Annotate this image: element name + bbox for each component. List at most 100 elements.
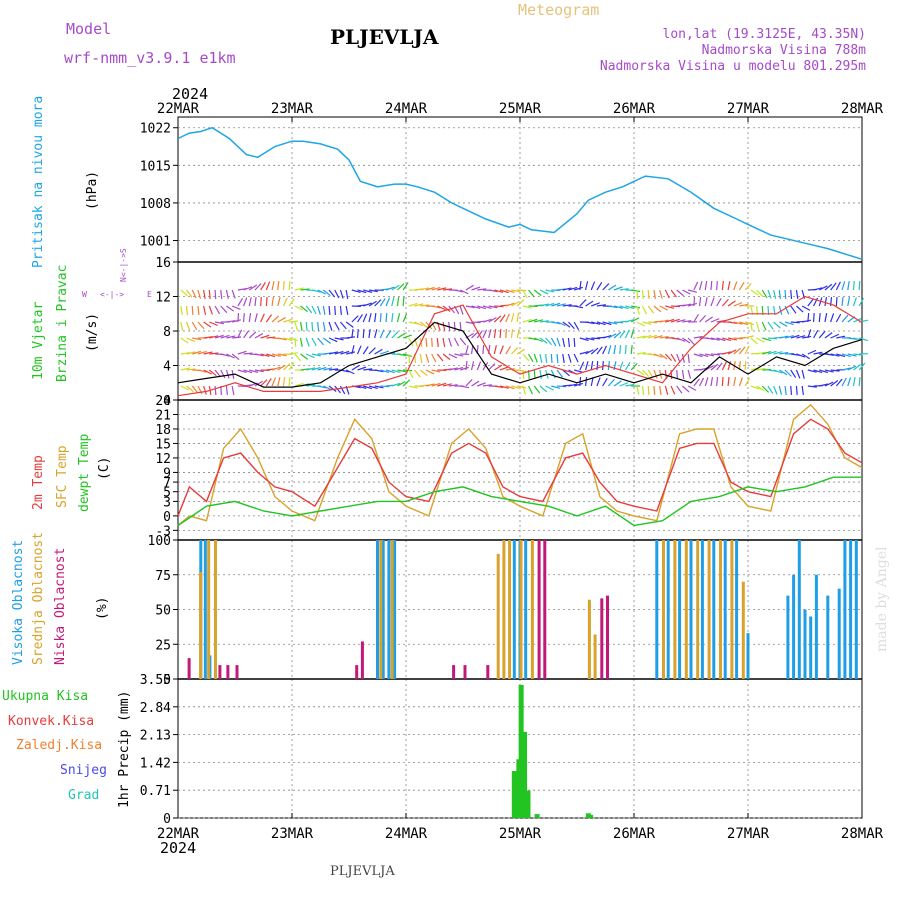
wind-arrow — [436, 353, 444, 362]
y-tick-label: 3.55 — [140, 673, 171, 688]
gust-line — [177, 295, 863, 397]
wind-arrow — [721, 376, 724, 387]
wind-arrow — [442, 383, 452, 387]
wind-arrow — [659, 319, 669, 323]
wind-arrow — [471, 286, 481, 291]
wind-arrow — [494, 364, 503, 371]
cloud-low-bar — [355, 665, 359, 679]
wind-arrow — [693, 353, 703, 358]
wind-arrow — [733, 302, 743, 307]
cloud-mid-bar — [741, 581, 745, 679]
wind-arrow — [328, 289, 336, 298]
wind-arrow — [237, 312, 240, 323]
wind-arrow — [431, 305, 441, 309]
cloud-mid-bar — [662, 540, 665, 679]
wind-arrow — [317, 366, 327, 371]
wind-arrow — [727, 321, 738, 324]
cloud-low-bar — [606, 595, 609, 679]
wind-arrow — [363, 302, 372, 307]
wind-arrow — [631, 305, 641, 309]
cloud-mid-bar — [593, 634, 597, 679]
wind-arrow — [465, 284, 474, 291]
wind-arrow — [557, 385, 567, 388]
wind-arrow — [516, 299, 525, 307]
wind-arrow — [676, 353, 681, 363]
wind-arrow — [665, 305, 675, 309]
cloud-high-bar — [735, 540, 739, 679]
wind-arrow — [232, 336, 242, 339]
wind-arrow — [476, 330, 483, 339]
wind-arrow — [408, 337, 414, 347]
wind-arrow — [477, 288, 487, 291]
wind-arrow — [533, 289, 542, 297]
wind-arrow — [214, 289, 217, 300]
wind-arrow — [511, 347, 519, 355]
wind-arrow — [397, 332, 406, 339]
wind-arrow — [624, 344, 627, 355]
wind-arrow — [744, 360, 747, 371]
cloud-low-bar — [226, 665, 230, 679]
wind-arrow — [818, 330, 826, 339]
wind-arrow — [323, 367, 333, 371]
wind-arrow — [596, 321, 606, 326]
y-tick-label: -3 — [155, 524, 171, 539]
wind-arrow — [385, 312, 388, 323]
wind-arrow — [322, 321, 326, 331]
x-tick-label-top: 26MAR — [613, 101, 656, 117]
wind-arrow — [755, 321, 760, 331]
y-tick-label: 18 — [155, 423, 171, 438]
cloud-mid-bar — [673, 540, 677, 679]
wind-arrow — [710, 280, 713, 291]
wind-arrow — [402, 353, 412, 357]
wind-arrow — [254, 380, 263, 387]
cloud-high-bar — [723, 540, 727, 679]
wind-arrow — [266, 353, 276, 358]
wind-arrow — [624, 361, 631, 371]
wind-arrow — [203, 385, 207, 395]
wind-arrow — [306, 384, 316, 387]
wind-arrow — [858, 362, 866, 371]
wind-arrow — [209, 321, 218, 326]
wind-arrow — [562, 337, 566, 347]
wind-arrow — [271, 297, 274, 307]
wind-arrow — [510, 328, 514, 339]
wind-arrow — [608, 333, 617, 339]
wind-arrow — [841, 281, 846, 291]
wind-arrow — [716, 376, 719, 387]
wind-arrow — [533, 353, 538, 363]
wind-arrow — [488, 316, 497, 323]
wind-arrow — [442, 321, 446, 331]
wind-arrow — [282, 280, 285, 291]
wind-arrow — [185, 305, 188, 316]
wind-arrow — [305, 337, 310, 347]
cloud-high-bar — [814, 574, 818, 679]
wind-arrow — [305, 305, 313, 314]
wind-arrow — [419, 321, 428, 328]
cloud-mid-bar — [530, 540, 534, 679]
wind-arrow — [266, 336, 276, 339]
wind-arrow — [710, 337, 720, 341]
temp-ylabel-3: dewpt Temp — [77, 434, 92, 512]
wind-arrow — [322, 305, 326, 315]
watermark: made by Angel — [874, 546, 890, 652]
wind-arrow — [573, 321, 580, 331]
wind-arrow — [493, 315, 502, 323]
lonlat-label: lon,lat (19.3125E, 43.35N) — [663, 27, 867, 42]
cloud-high-bar — [381, 540, 385, 679]
wind-arrow — [641, 385, 645, 396]
cloud-high-bar — [393, 540, 397, 679]
wind-arrow — [539, 289, 549, 295]
wind-arrow — [356, 328, 359, 339]
wind-arrow — [459, 305, 464, 315]
wind-arrow — [197, 321, 205, 330]
wind-arrow — [220, 369, 226, 379]
cloud-ylabel-1: Visoka Oblacnost — [11, 540, 26, 665]
wind-arrow — [739, 303, 749, 307]
wind-arrow — [471, 331, 479, 339]
cloud-mid-bar — [719, 540, 722, 679]
cloud-high-bar — [512, 540, 516, 679]
wind-arrow — [254, 296, 257, 307]
wind-arrow — [368, 300, 377, 307]
temp-ylabel-1: 2m Temp — [31, 455, 46, 510]
wind-arrow — [630, 362, 638, 371]
